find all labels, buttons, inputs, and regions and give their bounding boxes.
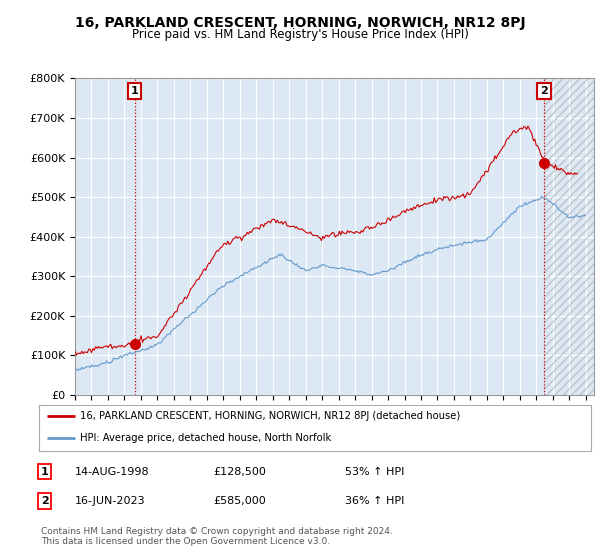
- Text: Contains HM Land Registry data © Crown copyright and database right 2024.
This d: Contains HM Land Registry data © Crown c…: [41, 526, 392, 546]
- Text: 16, PARKLAND CRESCENT, HORNING, NORWICH, NR12 8PJ: 16, PARKLAND CRESCENT, HORNING, NORWICH,…: [74, 16, 526, 30]
- Text: 1: 1: [41, 466, 49, 477]
- Text: HPI: Average price, detached house, North Norfolk: HPI: Average price, detached house, Nort…: [80, 433, 332, 443]
- Text: 16, PARKLAND CRESCENT, HORNING, NORWICH, NR12 8PJ (detached house): 16, PARKLAND CRESCENT, HORNING, NORWICH,…: [80, 412, 461, 421]
- Text: 14-AUG-1998: 14-AUG-1998: [75, 466, 149, 477]
- Text: Price paid vs. HM Land Registry's House Price Index (HPI): Price paid vs. HM Land Registry's House …: [131, 28, 469, 41]
- Text: 1: 1: [131, 86, 139, 96]
- Text: 2: 2: [540, 86, 548, 96]
- Text: £585,000: £585,000: [213, 496, 266, 506]
- Text: 53% ↑ HPI: 53% ↑ HPI: [345, 466, 404, 477]
- Text: 36% ↑ HPI: 36% ↑ HPI: [345, 496, 404, 506]
- Text: 16-JUN-2023: 16-JUN-2023: [75, 496, 146, 506]
- Text: £128,500: £128,500: [213, 466, 266, 477]
- Text: 2: 2: [41, 496, 49, 506]
